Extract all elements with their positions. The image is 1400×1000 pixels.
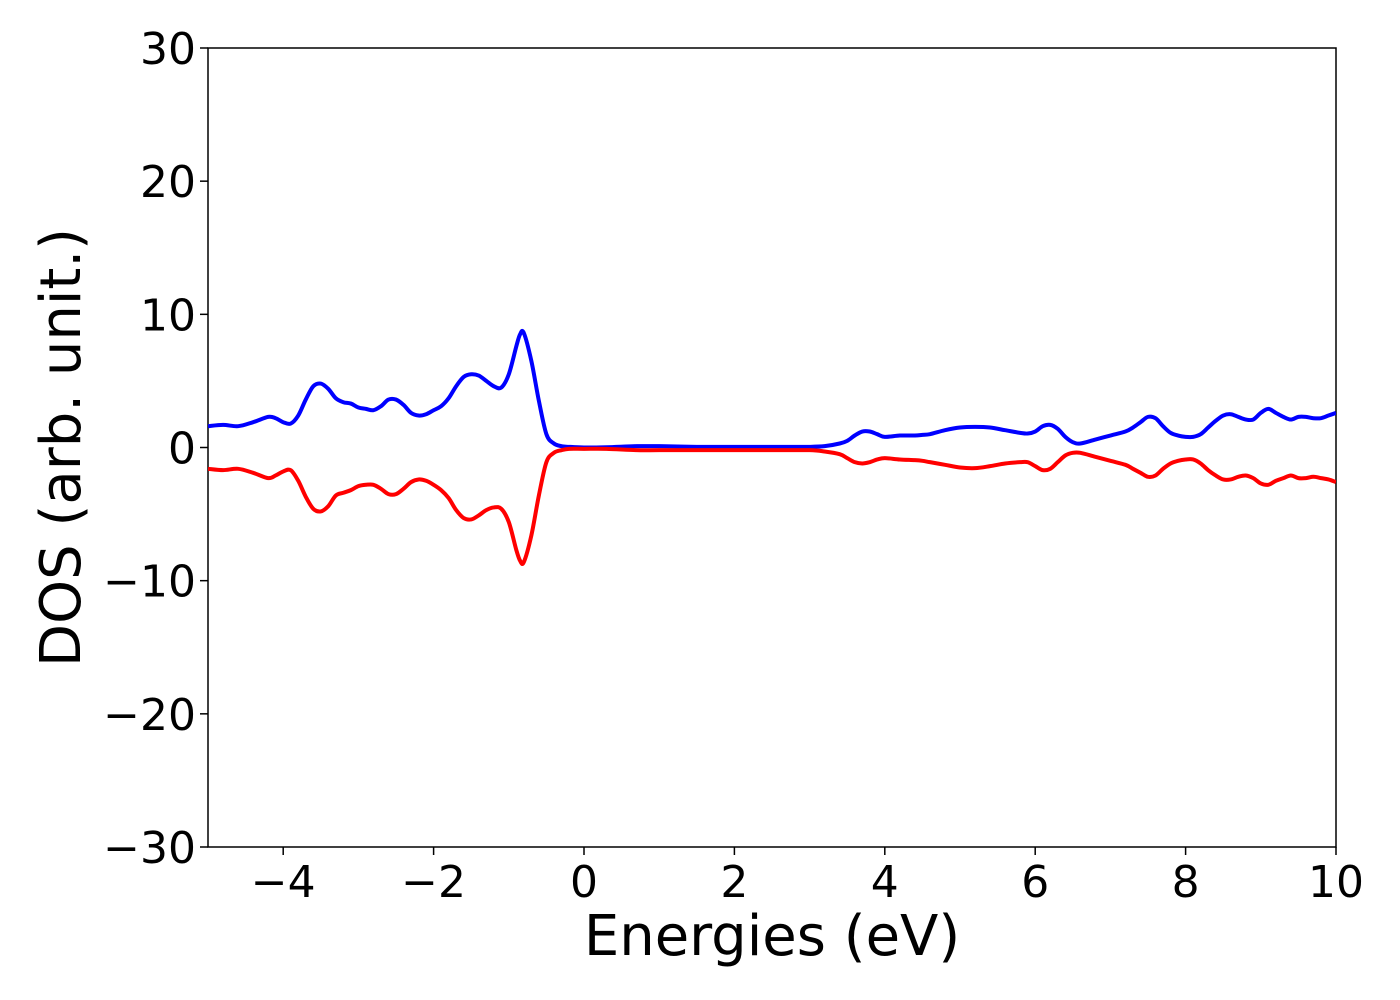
y-tick-label: 20: [140, 157, 196, 208]
y-axis-label: DOS (arb. unit.): [29, 228, 94, 667]
plot-area: [207, 47, 1337, 848]
x-tick-label: 10: [1308, 857, 1364, 908]
series-layer: [208, 328, 1336, 566]
x-tick-label: 0: [570, 857, 598, 908]
x-tick-label: 8: [1172, 857, 1200, 908]
y-axis-ticks: −30 −20 −10 0 10 20 30: [103, 24, 208, 874]
x-tick-label: −2: [401, 857, 466, 908]
y-tick-label: −20: [103, 690, 196, 741]
x-axis-label: Energies (eV): [584, 904, 960, 969]
x-axis-ticks: −4 −2 0 2 4 6 8 10: [251, 847, 1364, 908]
y-tick-label: 10: [140, 290, 196, 341]
y-tick-label: −30: [103, 823, 196, 874]
series-line-1: [208, 446, 1336, 566]
x-tick-label: −4: [251, 857, 316, 908]
series-line-0: [208, 328, 1336, 450]
x-tick-label: 4: [871, 857, 899, 908]
x-tick-label: 6: [1021, 857, 1049, 908]
y-tick-label: −10: [103, 557, 196, 608]
x-tick-label: 2: [720, 857, 748, 908]
y-tick-label: 30: [140, 24, 196, 75]
y-tick-label: 0: [168, 424, 196, 475]
